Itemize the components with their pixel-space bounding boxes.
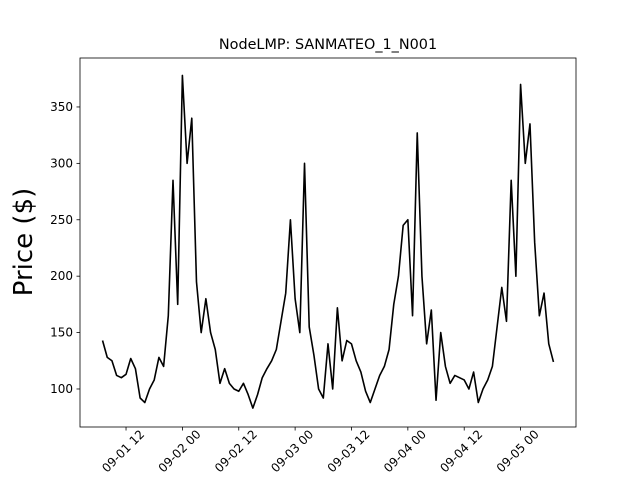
y-axis-label: Price ($) (9, 188, 39, 297)
price-line (101, 74, 555, 409)
plot-frame (79, 57, 577, 428)
y-tick-label: 350 (50, 100, 73, 114)
y-tick-label: 200 (50, 269, 73, 283)
y-tick-label: 100 (50, 382, 73, 396)
y-tick-label: 300 (50, 156, 73, 170)
y-tick-label: 250 (50, 213, 73, 227)
chart-title: NodeLMP: SANMATEO_1_N001 (219, 37, 437, 53)
y-tick-label: 150 (50, 326, 73, 340)
